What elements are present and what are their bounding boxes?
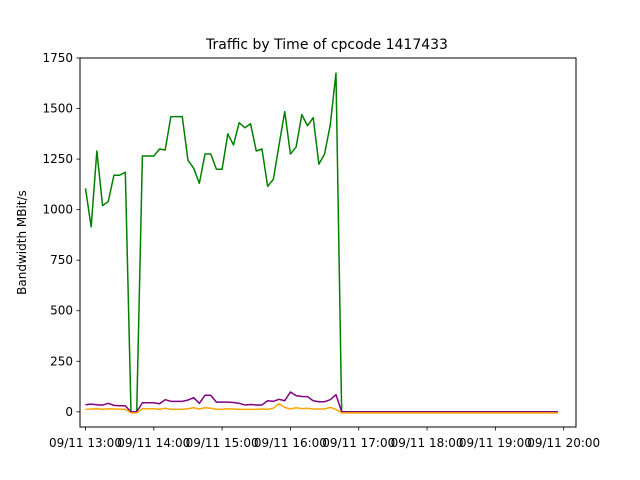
x-tick-label: 09/11 14:00 bbox=[117, 436, 190, 450]
x-tick-label: 09/11 15:00 bbox=[186, 436, 259, 450]
x-tick-label: 09/11 18:00 bbox=[391, 436, 464, 450]
x-tick-label: 09/11 13:00 bbox=[49, 436, 122, 450]
y-axis: 0 250 500 750 1000 1250 1500 1750 bbox=[42, 51, 80, 419]
series-line-0 bbox=[84, 72, 559, 413]
x-tick-label: 09/11 16:00 bbox=[254, 436, 327, 450]
y-tick-label: 0 bbox=[65, 405, 73, 419]
y-tick-label: 1250 bbox=[42, 152, 73, 166]
x-tick-label: 09/11 20:00 bbox=[527, 436, 600, 450]
y-tick-label: 250 bbox=[50, 354, 73, 368]
plot-frame bbox=[79, 57, 577, 428]
y-tick-label: 1500 bbox=[42, 102, 73, 116]
x-tick-label: 09/11 17:00 bbox=[322, 436, 395, 450]
series-line-2 bbox=[85, 403, 559, 414]
y-tick-label: 1750 bbox=[42, 51, 73, 65]
y-axis-label: Bandwidth MBit/s bbox=[15, 190, 29, 295]
y-tick-label: 1000 bbox=[42, 203, 73, 217]
series-line-1 bbox=[85, 391, 559, 413]
y-tick-label: 750 bbox=[50, 253, 73, 267]
chart-title: Traffic by Time of cpcode 1417433 bbox=[205, 37, 448, 53]
y-tick-label: 500 bbox=[50, 304, 73, 318]
plot-area bbox=[84, 72, 559, 414]
x-tick-label: 09/11 19:00 bbox=[459, 436, 532, 450]
